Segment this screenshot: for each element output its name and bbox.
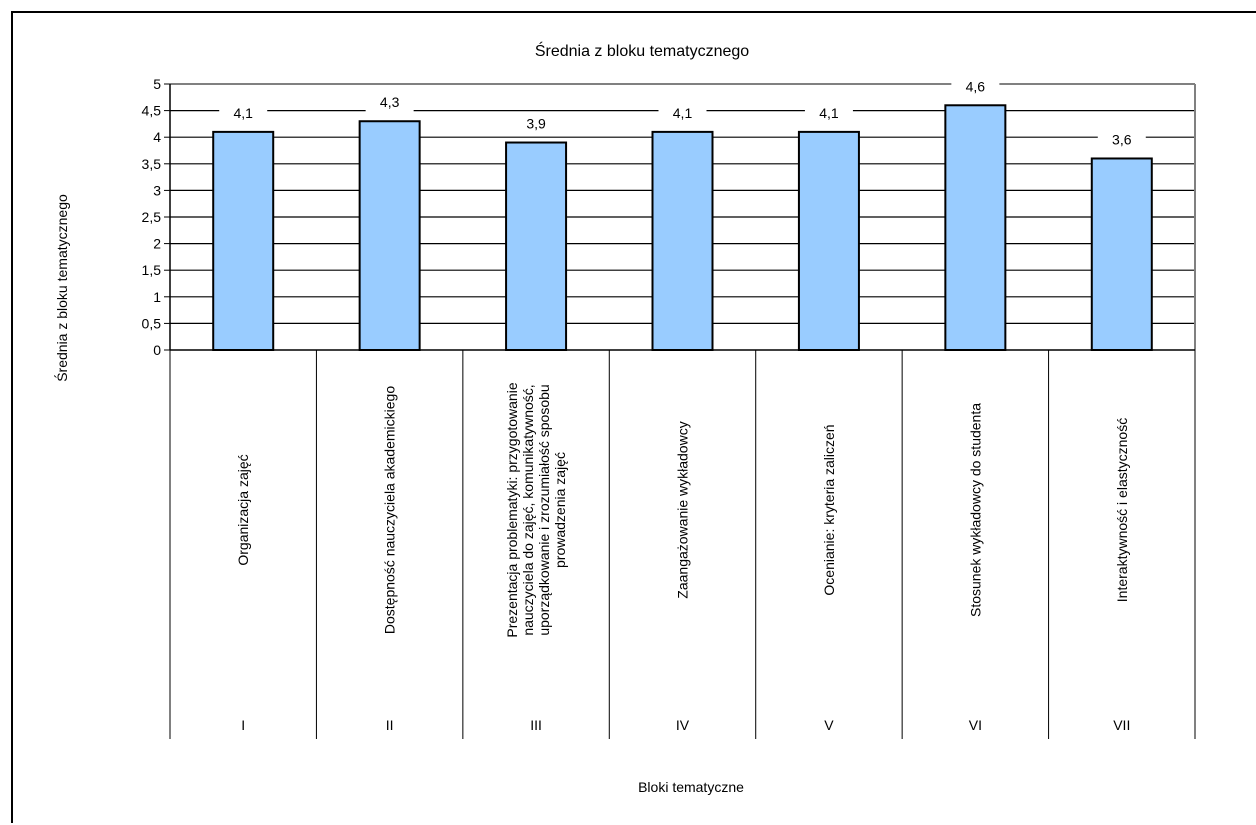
y-tick-label: 1 <box>153 289 161 305</box>
y-tick-label: 4,5 <box>142 103 162 119</box>
y-axis-label: Średnia z bloku tematycznego <box>53 194 70 382</box>
category-label-line: Stosunek wykładowcy do studenta <box>967 403 983 617</box>
bar <box>944 104 1007 351</box>
category-label: Dostępność nauczyciela akademickiego <box>382 386 398 634</box>
category-label-line: prowadzenia zajęć <box>552 452 568 568</box>
bar <box>358 120 421 351</box>
category-label: Prezentacja problematyki: przygotowanien… <box>504 382 568 637</box>
y-tick-label: 2,5 <box>142 209 162 225</box>
category-label-line: Ocenianie: kryteria zaliczeń <box>821 424 837 595</box>
data-label: 3,6 <box>1112 131 1132 147</box>
y-tick-label: 4 <box>153 129 161 145</box>
data-label-background <box>804 102 853 123</box>
data-label: 4,1 <box>673 105 693 121</box>
y-tick-label: 0 <box>153 342 161 358</box>
data-label-background <box>1097 129 1146 150</box>
category-code: II <box>386 717 394 733</box>
data-label: 4,1 <box>233 105 253 121</box>
bar <box>651 130 714 351</box>
data-label: 4,3 <box>380 94 400 110</box>
category-label-line: uporządkowanie i zrozumiałość sposobu <box>536 384 552 635</box>
data-label-background <box>951 76 1000 97</box>
data-label-background <box>512 113 561 134</box>
category-label: Zaangażowanie wykładowcy <box>675 421 691 598</box>
category-label-line: Dostępność nauczyciela akademickiego <box>382 386 398 634</box>
category-code: III <box>530 717 542 733</box>
category-label-line: Prezentacja problematyki: przygotowanie <box>504 382 520 637</box>
y-tick-label: 2 <box>153 236 161 252</box>
axes: 0 0,5 1 1,5 2 2,5 3 3,5 4 4,5 5 <box>142 76 1195 358</box>
category-labels: Organizacja zajęć I Dostępność nauczyciela… <box>169 350 1196 739</box>
category-label: Organizacja zajęć <box>235 454 251 565</box>
category-label: Stosunek wykładowcy do studenta <box>967 403 983 617</box>
bar <box>212 130 275 351</box>
bar <box>797 130 860 351</box>
chart-title: Średnia z bloku tematycznego <box>535 41 749 60</box>
category-code: VII <box>1113 717 1130 733</box>
bar <box>1090 157 1153 351</box>
data-label: 4,6 <box>966 78 986 94</box>
y-tick-label: 1,5 <box>142 262 162 278</box>
bar <box>505 141 568 351</box>
category-code: IV <box>676 717 690 733</box>
category-code: VI <box>969 717 982 733</box>
category-label-line: Interaktywność i elastyczność <box>1114 418 1130 602</box>
category-label: Ocenianie: kryteria zaliczeń <box>821 424 837 595</box>
chart-frame: Średnia z bloku tematycznego Średnia z b… <box>11 11 1256 823</box>
category-label-line: nauczyciela do zajęć, komunikatywność, <box>520 384 536 635</box>
x-axis-label: Bloki tematyczne <box>638 779 744 795</box>
y-tick-label: 5 <box>153 76 161 92</box>
bar-chart: Średnia z bloku tematycznego Średnia z b… <box>53 41 1196 795</box>
data-labels: 4,1 4,3 3,9 4,1 4,1 4,6 3,6 <box>219 76 1146 150</box>
category-label-line: Zaangażowanie wykładowcy <box>675 421 691 598</box>
data-label: 3,9 <box>526 116 546 132</box>
bars <box>212 104 1153 351</box>
y-tick-label: 3 <box>153 182 161 198</box>
y-tick-label: 3,5 <box>142 156 162 172</box>
category-label: Interaktywność i elastyczność <box>1114 418 1130 602</box>
data-label-background <box>219 102 268 123</box>
category-label-line: Organizacja zajęć <box>235 454 251 565</box>
data-label: 4,1 <box>819 105 839 121</box>
y-tick-label: 0,5 <box>142 315 162 331</box>
category-code: I <box>241 717 245 733</box>
category-code: V <box>824 717 834 733</box>
data-label-background <box>365 92 414 113</box>
data-label-background <box>658 102 707 123</box>
